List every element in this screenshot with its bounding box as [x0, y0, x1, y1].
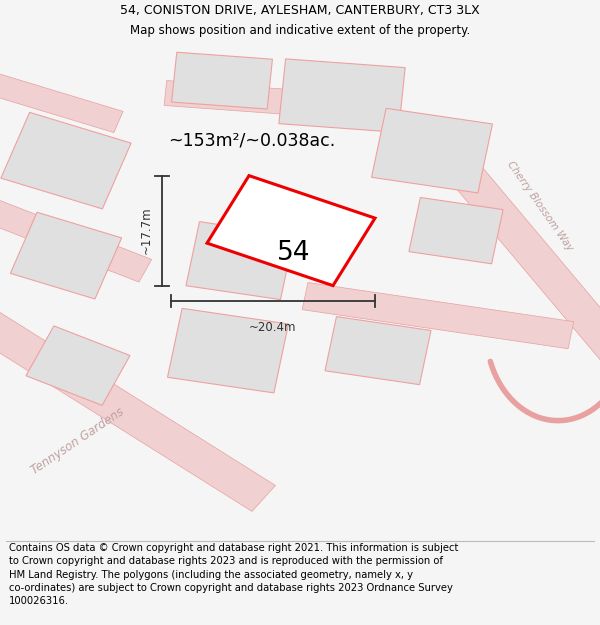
Polygon shape — [186, 222, 294, 299]
Polygon shape — [325, 317, 431, 384]
Text: ~153m²/~0.038ac.: ~153m²/~0.038ac. — [169, 132, 335, 149]
Polygon shape — [26, 326, 130, 406]
Polygon shape — [0, 69, 123, 132]
Polygon shape — [10, 213, 122, 299]
Text: Cherry Blossom Way: Cherry Blossom Way — [505, 159, 575, 252]
Polygon shape — [167, 308, 289, 393]
Text: 54: 54 — [277, 240, 311, 266]
Polygon shape — [164, 81, 376, 121]
Polygon shape — [0, 290, 275, 511]
Text: ~20.4m: ~20.4m — [249, 321, 297, 334]
Polygon shape — [302, 282, 574, 349]
Polygon shape — [172, 52, 272, 109]
Polygon shape — [0, 179, 152, 282]
Text: Map shows position and indicative extent of the property.: Map shows position and indicative extent… — [130, 24, 470, 37]
Polygon shape — [207, 176, 375, 286]
Text: ~17.7m: ~17.7m — [140, 207, 153, 254]
Text: Contains OS data © Crown copyright and database right 2021. This information is : Contains OS data © Crown copyright and d… — [9, 543, 458, 606]
Text: 54, CONISTON DRIVE, AYLESHAM, CANTERBURY, CT3 3LX: 54, CONISTON DRIVE, AYLESHAM, CANTERBURY… — [120, 4, 480, 17]
Polygon shape — [413, 119, 600, 362]
Polygon shape — [279, 59, 405, 132]
Polygon shape — [1, 112, 131, 209]
Text: Tennyson Gardens: Tennyson Gardens — [29, 405, 127, 476]
Polygon shape — [371, 108, 493, 193]
Polygon shape — [409, 198, 503, 264]
